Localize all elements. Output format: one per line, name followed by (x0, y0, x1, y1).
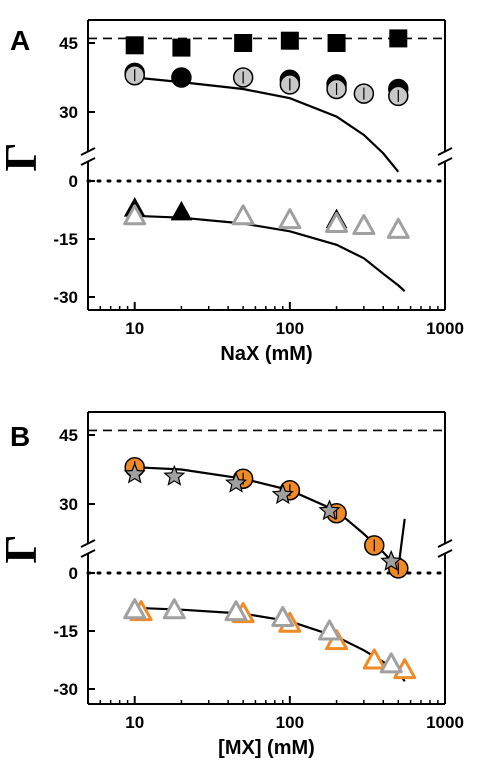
data-point-square (280, 31, 299, 50)
data-point-triangle-open (278, 208, 302, 230)
data-point-triangle-open (325, 212, 349, 234)
x-tick-label: 1000 (426, 713, 464, 732)
x-tick-label: 10 (125, 713, 144, 732)
axis-break-mark (80, 147, 96, 156)
axis-break-mark (80, 157, 96, 166)
fit-curve (134, 214, 406, 293)
y-tick-label: -30 (53, 680, 78, 699)
panel-label: A (10, 25, 30, 56)
fit-curve (134, 76, 400, 173)
data-point-triangle-open (317, 619, 341, 641)
data-point-square (389, 29, 408, 48)
x-axis-title: NaX (mM) (220, 343, 312, 365)
axis-break-mark (80, 549, 96, 558)
axis-break-mark (80, 539, 96, 548)
y-tick-label: 0 (69, 172, 78, 191)
y-axis-title: Γ (0, 534, 46, 563)
data-point-square (172, 38, 191, 57)
y-tick-label: 45 (59, 34, 78, 53)
data-point-triangle-open (123, 204, 147, 226)
panel-label: B (10, 421, 30, 452)
data-point-star (163, 464, 186, 486)
data-point-triangle-open (271, 605, 295, 627)
axis-break-mark (437, 147, 453, 156)
y-tick-label: 0 (69, 564, 78, 583)
data-point-triangle-open (123, 598, 147, 620)
data-point-square (327, 34, 346, 52)
data-point-square (234, 34, 253, 52)
x-tick-label: 1000 (426, 319, 464, 338)
fit-curve (134, 466, 406, 571)
data-point-triangle-open (362, 648, 386, 670)
data-point-star (380, 549, 403, 571)
data-point-triangle-open (162, 598, 186, 620)
data-point-triangle-open (386, 217, 410, 239)
axis-break-mark (437, 539, 453, 548)
panel-a: A -30 -15 0 30 45 10 100 1000 NaX (mM) Γ (0, 19, 464, 365)
data-point-triangle (170, 200, 193, 221)
y-tick-label: 30 (59, 103, 78, 122)
data-point-star (224, 471, 248, 493)
data-point-triangle-open (224, 600, 248, 622)
panel-b: B -30 -15 0 30 45 10 100 1000 [MX] (mM) Γ (0, 411, 464, 759)
data-point-triangle-open (379, 652, 403, 674)
x-tick-label: 100 (276, 319, 304, 338)
y-tick-label: -30 (53, 288, 78, 307)
y-tick-label: 45 (59, 426, 78, 445)
x-axis-title: [MX] (mM) (218, 737, 315, 759)
data-point-star (271, 483, 294, 505)
y-tick-label: 30 (59, 495, 78, 514)
data-point-triangle-open (352, 213, 376, 235)
data-point-star (318, 499, 341, 521)
y-axis-title: Γ (0, 142, 46, 171)
x-tick-label: 100 (276, 713, 304, 732)
axis-break-mark (437, 157, 453, 166)
axis-break-mark (437, 549, 453, 558)
data-point-square (125, 36, 144, 55)
data-point-triangle-open (231, 204, 255, 226)
y-tick-label: -15 (53, 622, 78, 641)
x-tick-label: 10 (125, 319, 144, 338)
y-tick-label: -15 (53, 230, 78, 249)
data-point-star (123, 462, 146, 484)
